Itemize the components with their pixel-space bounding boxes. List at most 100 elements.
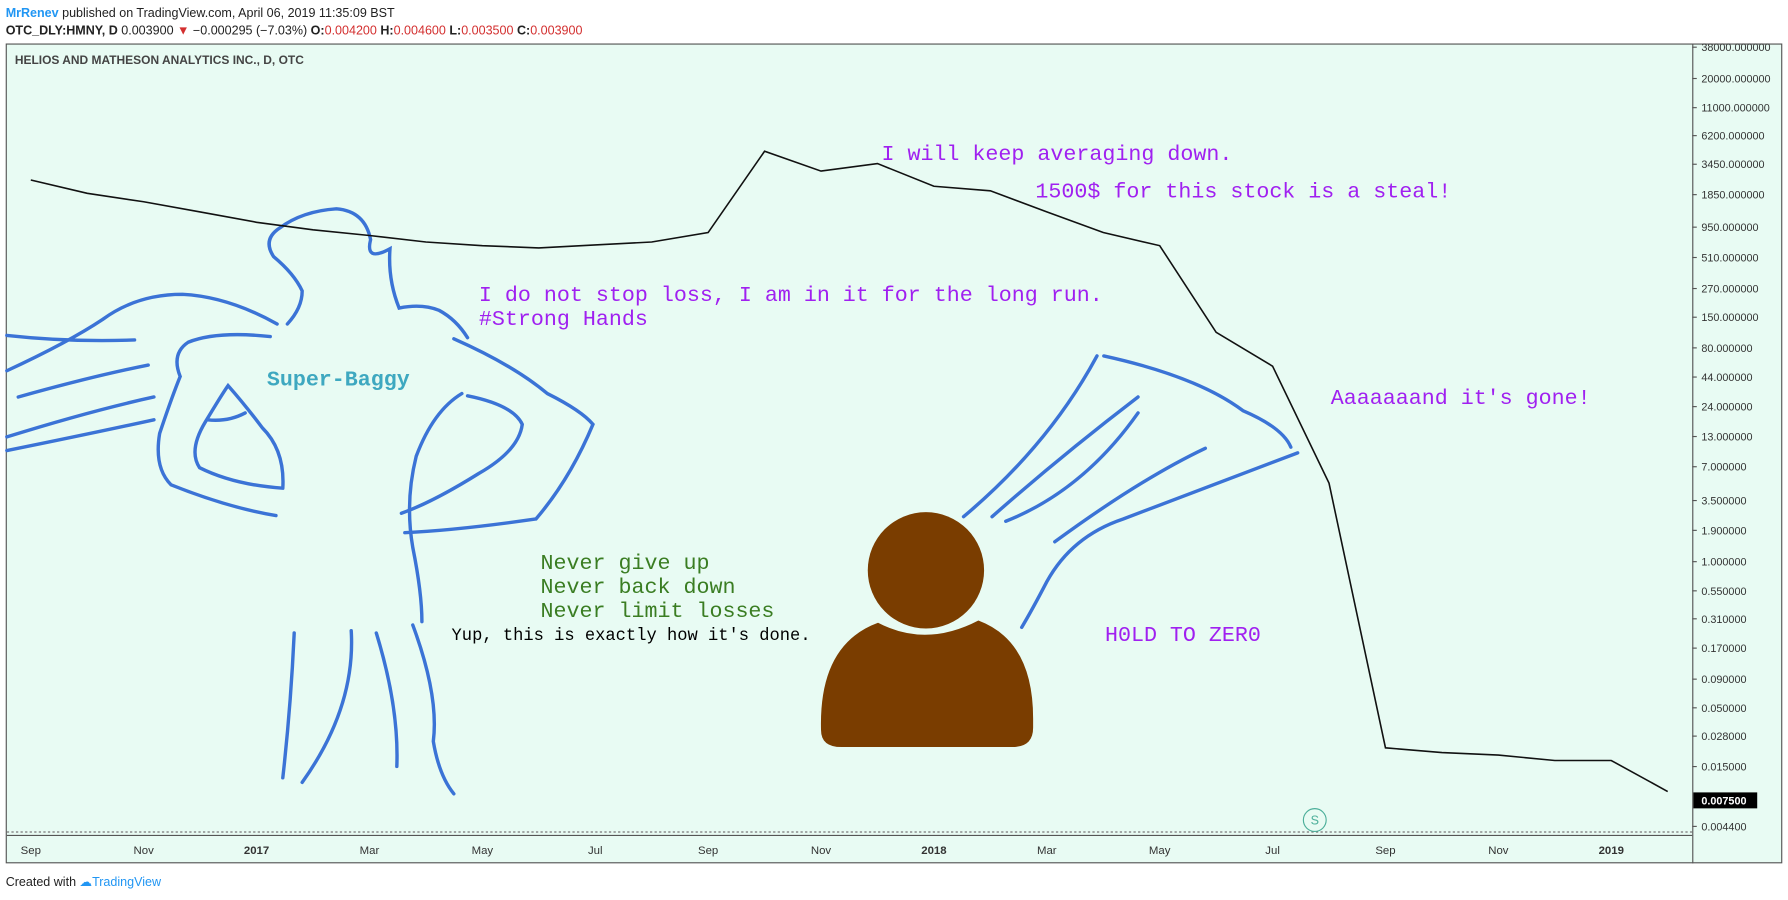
- annotation: H0LD TO ZER0: [1105, 623, 1261, 648]
- ohlc-key: L:: [449, 23, 461, 37]
- last-price-box: [1693, 792, 1758, 809]
- down-arrow: ▼: [177, 23, 189, 37]
- annotation: Super-Baggy: [267, 368, 410, 393]
- y-tick-label: 80.000000: [1701, 343, 1752, 355]
- x-tick-label: Sep: [698, 845, 718, 857]
- drawing: [399, 394, 525, 515]
- y-tick-label: 150.000000: [1701, 312, 1758, 324]
- drawing: [407, 391, 464, 624]
- drawing: [300, 629, 354, 785]
- x-tick-label: Jul: [1265, 845, 1280, 857]
- y-tick-label: 3.500000: [1701, 496, 1746, 508]
- y-tick-label: 950.000000: [1701, 222, 1758, 234]
- y-tick-label: 44.000000: [1701, 372, 1752, 384]
- event-marker[interactable]: S: [1311, 814, 1319, 828]
- drawing: [374, 631, 399, 769]
- created-with: Created with: [6, 875, 76, 889]
- y-tick-label: 0.050000: [1701, 703, 1746, 715]
- x-tick-label: Mar: [1037, 845, 1057, 857]
- x-tick-label: Sep: [21, 845, 41, 857]
- change: −0.000295 (−7.03%): [193, 23, 307, 37]
- annotation: Yup, this is exactly how it's done.: [452, 627, 811, 646]
- x-tick-label: 2017: [244, 845, 269, 857]
- annotation: I do not stop loss, I am in it for the l…: [479, 283, 1103, 308]
- x-tick-label: Sep: [1375, 845, 1395, 857]
- y-tick-label: 1.000000: [1701, 557, 1746, 569]
- drawing: [267, 207, 470, 340]
- x-tick-label: Jul: [588, 845, 603, 857]
- drawing: [5, 292, 279, 373]
- y-tick-label: 24.000000: [1701, 402, 1752, 414]
- y-tick-label: 0.028000: [1701, 731, 1746, 743]
- drawing: [1020, 451, 1300, 630]
- y-tick-label: 13.000000: [1701, 432, 1752, 444]
- drawings: [5, 207, 1300, 796]
- symbol: OTC_DLY:HMNY, D: [6, 23, 118, 37]
- drawing: [5, 395, 156, 439]
- x-tick-label: 2018: [921, 845, 946, 857]
- y-tick-label: 1850.000000: [1701, 190, 1764, 202]
- price: 0.003900: [121, 23, 173, 37]
- x-tick-label: Nov: [134, 845, 155, 857]
- y-tick-label: 510.000000: [1701, 252, 1758, 264]
- x-tick-label: Nov: [1488, 845, 1509, 857]
- drawing: [156, 332, 278, 518]
- y-tick-label: 270.000000: [1701, 284, 1758, 296]
- y-tick-label: 6200.000000: [1701, 131, 1764, 143]
- x-tick-label: May: [472, 845, 494, 857]
- drawing: [193, 382, 285, 490]
- footer: Created with ☁TradingView: [6, 875, 162, 889]
- last-price-label: 0.007500: [1701, 795, 1746, 807]
- x-tick-label: Mar: [360, 845, 380, 857]
- ohlc-value: 0.004600: [394, 23, 446, 37]
- ohlc-key: C:: [517, 23, 530, 37]
- drawing: [5, 418, 156, 453]
- annotation: 1500$ for this stock is a steal!: [1035, 179, 1451, 204]
- publish-line: MrRenev published on TradingView.com, Ap…: [6, 6, 395, 20]
- y-tick-label: 11000.000000: [1701, 103, 1769, 115]
- y-tick-label: 0.015000: [1701, 762, 1746, 774]
- drawing: [403, 337, 595, 535]
- y-tick-label: 0.310000: [1701, 614, 1746, 626]
- y-tick-label: 0.004400: [1701, 821, 1746, 833]
- brand[interactable]: TradingView: [92, 875, 162, 889]
- y-tick-label: 3450.000000: [1701, 159, 1764, 171]
- y-tick-label: 38000.000000: [1701, 42, 1770, 54]
- annotation: I will keep averaging down.: [881, 142, 1232, 167]
- drawing: [16, 363, 150, 399]
- chart-title: HELIOS AND MATHESON ANALYTICS INC., D, O…: [15, 53, 304, 67]
- drawing: [990, 395, 1140, 519]
- ohlc-key: H:: [380, 23, 393, 37]
- drawing: [1102, 354, 1293, 449]
- published: published on TradingView.com, April 06, …: [62, 6, 395, 20]
- y-tick-label: 1.900000: [1701, 525, 1746, 537]
- x-tick-label: Nov: [811, 845, 832, 857]
- annotation: Never give up: [541, 551, 710, 576]
- price-line: [30, 150, 1669, 793]
- annotation: Never back down: [541, 575, 736, 600]
- ohlc-value: 0.003500: [461, 23, 513, 37]
- event-icon[interactable]: [1302, 808, 1327, 833]
- y-tick-label: 7.000000: [1701, 462, 1746, 474]
- drawing: [1004, 411, 1140, 523]
- x-tick-label: May: [1149, 845, 1171, 857]
- ohlc-key: O:: [311, 23, 325, 37]
- drawing: [281, 631, 296, 780]
- drawing: [205, 411, 247, 422]
- y-tick-label: 0.550000: [1701, 586, 1746, 598]
- person-head: [867, 512, 985, 629]
- y-tick-label: 0.170000: [1701, 643, 1746, 655]
- drawing: [961, 354, 1099, 519]
- annotation: Aaaaaaand it's gone!: [1331, 386, 1591, 411]
- drawing: [5, 333, 137, 343]
- drawing: [411, 623, 456, 796]
- x-tick-label: 2019: [1599, 845, 1624, 857]
- ohlc-value: 0.004200: [325, 23, 377, 37]
- drawing: [1053, 446, 1208, 544]
- brand-icon: ☁: [80, 875, 93, 889]
- ohlc-value: 0.003900: [530, 23, 582, 37]
- quote-line: OTC_DLY:HMNY, D 0.003900 ▼ −0.000295 (−7…: [6, 23, 583, 37]
- author[interactable]: MrRenev: [6, 6, 59, 20]
